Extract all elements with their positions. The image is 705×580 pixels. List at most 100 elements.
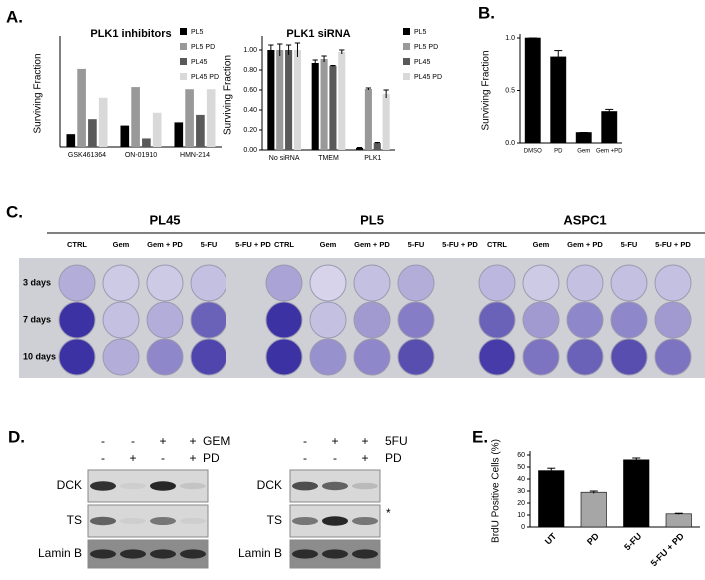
treatment-sign: + bbox=[361, 451, 368, 465]
plate-title: PL5 bbox=[360, 212, 384, 227]
legend-swatch bbox=[403, 28, 410, 35]
legend-label: PL5 PD bbox=[191, 44, 215, 51]
error-bar bbox=[547, 467, 556, 473]
well bbox=[190, 338, 228, 376]
legend-label: PL45 bbox=[414, 59, 430, 66]
bar bbox=[285, 50, 293, 150]
blot-band bbox=[352, 482, 378, 490]
well bbox=[353, 301, 391, 339]
column-label: Gem + PD bbox=[354, 240, 390, 249]
blot-band bbox=[90, 516, 116, 526]
blot-band bbox=[292, 517, 318, 525]
y-tick-label: 30 bbox=[517, 488, 525, 495]
legend-label: PL45 PD bbox=[191, 74, 219, 81]
chart-title: PLK1 inhibitors bbox=[90, 28, 171, 40]
error-bar bbox=[330, 65, 336, 67]
y-axis-label: BrdU Positive Cells (%) bbox=[491, 439, 502, 543]
bar bbox=[88, 119, 97, 147]
blot-band bbox=[322, 549, 348, 559]
column-label: 5-FU + PD bbox=[235, 240, 271, 249]
row-label: 3 days bbox=[23, 277, 51, 287]
bar bbox=[267, 50, 275, 150]
legend-label: PL5 bbox=[191, 29, 204, 36]
column-label: 5-FU bbox=[201, 240, 218, 249]
column-label: Gem + PD bbox=[567, 240, 603, 249]
error-bar bbox=[268, 44, 274, 55]
column-label: CTRL bbox=[274, 240, 294, 249]
column-label: 5-FU bbox=[408, 240, 425, 249]
well bbox=[58, 301, 96, 339]
blot-band bbox=[352, 549, 378, 559]
bar bbox=[524, 37, 541, 144]
column-label: 5-FU + PD bbox=[442, 240, 478, 249]
blot-band bbox=[90, 549, 116, 559]
band-label: Lamin B bbox=[38, 546, 82, 560]
bar bbox=[373, 143, 381, 150]
bar bbox=[152, 112, 162, 147]
y-axis-label: Surviving Fraction bbox=[481, 50, 492, 130]
well bbox=[309, 264, 347, 302]
treatment-sign: + bbox=[189, 451, 196, 465]
treatment-name: GEM bbox=[203, 434, 230, 448]
column-label: CTRL bbox=[487, 240, 507, 249]
panel-label: B. bbox=[478, 3, 495, 22]
bar bbox=[550, 56, 567, 144]
panel-label: C. bbox=[6, 202, 23, 221]
well bbox=[309, 338, 347, 376]
treatment-sign: - bbox=[131, 434, 135, 448]
band-label: TS bbox=[67, 513, 82, 527]
well bbox=[265, 264, 303, 302]
error-bar bbox=[589, 490, 598, 494]
treatment-sign: + bbox=[361, 434, 368, 448]
y-tick-label: 40 bbox=[517, 476, 525, 483]
well bbox=[102, 264, 140, 302]
well bbox=[265, 338, 303, 376]
bar bbox=[120, 125, 130, 147]
legend-swatch bbox=[180, 43, 187, 50]
legend-swatch bbox=[403, 58, 410, 65]
error-bar bbox=[321, 55, 327, 62]
bar bbox=[338, 52, 346, 150]
well bbox=[309, 301, 347, 339]
x-tick-label: TMEM bbox=[318, 155, 339, 162]
well bbox=[654, 264, 692, 302]
bar bbox=[329, 66, 337, 150]
band-label: DCK bbox=[257, 478, 282, 492]
error-bar bbox=[632, 457, 641, 462]
error-bar bbox=[339, 49, 345, 54]
treatment-sign: - bbox=[161, 451, 165, 465]
treatment-sign: - bbox=[303, 434, 307, 448]
bar bbox=[364, 89, 372, 150]
blot-band bbox=[322, 481, 348, 491]
error-bar bbox=[285, 44, 292, 55]
treatment-sign: + bbox=[129, 451, 136, 465]
well bbox=[522, 301, 560, 339]
column-label: Gem + PD bbox=[147, 240, 183, 249]
bar bbox=[185, 89, 194, 147]
treatment-sign: + bbox=[189, 434, 196, 448]
column-label: Gem bbox=[113, 240, 130, 249]
blot-band bbox=[150, 517, 176, 525]
x-tick-label: PLK1 bbox=[364, 155, 381, 162]
x-tick-label: No siRNA bbox=[269, 155, 300, 162]
legend-label: PL5 PD bbox=[414, 44, 438, 51]
y-tick-label: 1.0 bbox=[505, 35, 515, 42]
column-label: CTRL bbox=[67, 240, 87, 249]
blot-band bbox=[292, 549, 318, 559]
treatment-sign: - bbox=[303, 451, 307, 465]
legend-swatch bbox=[403, 43, 410, 50]
y-tick-label: 0.80 bbox=[243, 67, 257, 74]
bar bbox=[538, 470, 565, 528]
x-tick-label: 5-FU + PD bbox=[649, 531, 687, 569]
well bbox=[397, 301, 435, 339]
blot-note: * bbox=[386, 506, 391, 520]
treatment-sign: - bbox=[101, 451, 105, 465]
y-tick-label: 0.20 bbox=[243, 127, 257, 134]
error-bar bbox=[605, 108, 614, 114]
y-axis-label: Surviving Fraction bbox=[33, 53, 44, 133]
blot-band bbox=[292, 481, 318, 491]
column-label: 5-FU bbox=[621, 240, 638, 249]
bar bbox=[311, 63, 319, 150]
treatment-name: 5FU bbox=[385, 434, 408, 448]
bar bbox=[206, 89, 216, 147]
